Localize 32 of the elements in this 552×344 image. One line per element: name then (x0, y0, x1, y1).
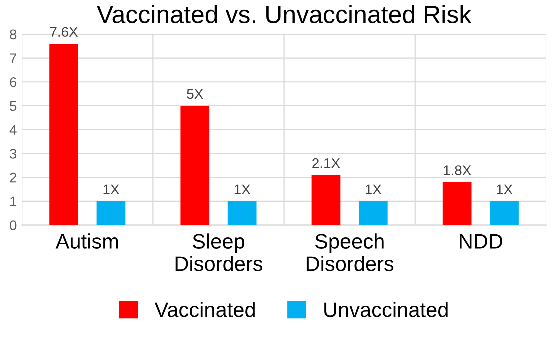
bar (490, 201, 519, 226)
x-tick-label: Autism (56, 234, 118, 249)
chart-title: Vaccinated vs. Unvaccinated Risk (97, 5, 472, 24)
data-label: 1X (497, 184, 513, 194)
data-label: 1X (234, 184, 251, 194)
x-tick-label: Speech Disorders (306, 234, 394, 272)
y-tick-label: 5 (10, 101, 17, 112)
data-label: 5X (187, 89, 204, 100)
data-label: 2.1X (312, 158, 340, 168)
data-label: 1.8X (444, 166, 472, 176)
y-tick-label: 6 (10, 77, 17, 88)
x-tick-label: NDD (460, 234, 502, 249)
bar (442, 182, 472, 226)
y-tick-label: 7 (10, 54, 17, 64)
bar (312, 175, 341, 226)
legend-label: Vaccinated (154, 302, 255, 318)
y-tick-label: 3 (10, 149, 17, 159)
x-tick-label: Sleep Disorders (176, 234, 263, 272)
data-label: 1X (104, 184, 120, 194)
data-label: 1X (366, 184, 382, 194)
y-tick-label: 4 (10, 125, 17, 135)
bar (228, 201, 257, 226)
y-tick-label: 2 (10, 172, 17, 183)
y-tick-label: 0 (10, 220, 17, 230)
data-label: 7.6X (50, 27, 78, 38)
bar (180, 106, 210, 226)
bar (96, 201, 126, 226)
y-tick-label: 8 (10, 30, 17, 40)
y-tick-label: 1 (10, 196, 17, 206)
bar (50, 44, 78, 226)
legend-label: Unvaccinated (324, 302, 448, 318)
bar (359, 201, 388, 226)
